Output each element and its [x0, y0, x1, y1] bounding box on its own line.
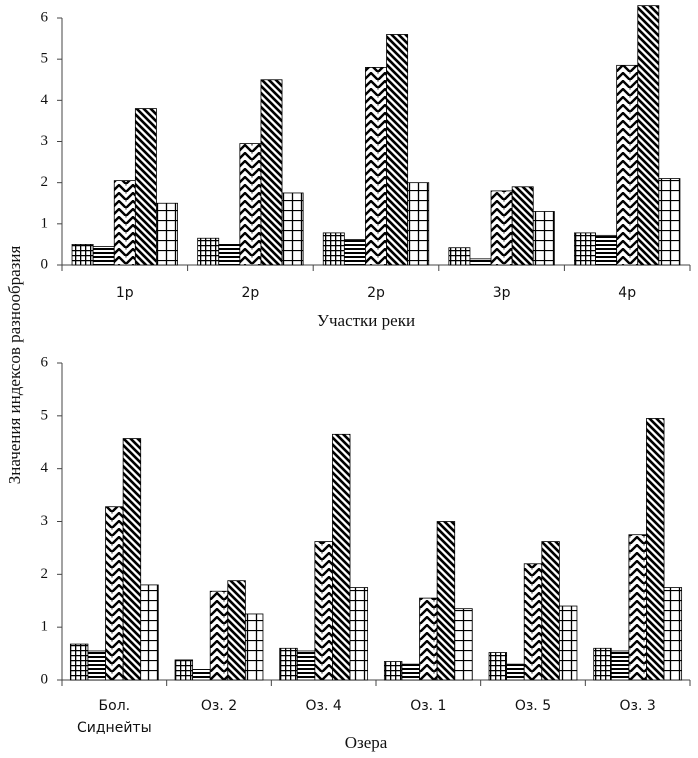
bar — [122, 438, 142, 681]
bar — [343, 239, 366, 266]
y-tick-label: 1 — [41, 619, 49, 635]
x-axis-title: Озера — [345, 733, 388, 752]
bar — [595, 234, 618, 266]
bar — [227, 580, 246, 681]
x-tick-label: 2р — [367, 285, 385, 301]
x-tick-label: Бол. Сиднейты — [77, 698, 152, 736]
bar — [365, 67, 387, 266]
bar — [523, 563, 543, 681]
bar — [541, 541, 560, 681]
bar — [558, 605, 578, 681]
bar — [349, 587, 369, 681]
bar — [314, 541, 333, 681]
bar — [105, 506, 124, 681]
bar — [279, 647, 298, 681]
bar — [239, 143, 262, 266]
y-tick-label: 6 — [41, 9, 49, 25]
bar — [281, 192, 304, 266]
bar — [448, 247, 471, 266]
bar — [506, 663, 525, 681]
bar — [401, 663, 420, 681]
bar — [490, 190, 513, 266]
y-tick-label: 2 — [41, 566, 49, 582]
y-tick-label: 6 — [41, 354, 49, 370]
bar — [628, 534, 647, 681]
bar — [69, 643, 89, 681]
bar — [386, 34, 409, 266]
bar — [156, 202, 178, 266]
bar — [574, 232, 596, 266]
bar — [209, 590, 229, 681]
bar — [174, 659, 194, 681]
bar — [218, 244, 241, 266]
bar — [260, 79, 283, 266]
x-axis-title: Участки реки — [317, 311, 415, 330]
y-tick-label: 5 — [41, 51, 49, 67]
x-tick-label: 4р — [618, 285, 637, 301]
y-tick-label: 1 — [41, 215, 49, 231]
x-tick-label: Оз. 2 — [200, 698, 238, 714]
x-tick-label: 1р — [115, 285, 134, 301]
x-tick-label: Оз. 5 — [514, 698, 552, 714]
bar — [134, 108, 157, 266]
bar — [140, 584, 159, 681]
y-tick-label: 0 — [41, 671, 49, 687]
x-tick-label: Оз. 1 — [410, 698, 447, 714]
bar — [87, 650, 106, 681]
bar — [92, 246, 115, 266]
bar — [197, 237, 220, 266]
bar — [383, 661, 403, 681]
bar — [296, 650, 316, 681]
x-tick-label: Оз. 3 — [619, 698, 656, 714]
bar — [646, 418, 665, 681]
bar — [192, 669, 211, 681]
bar — [419, 597, 438, 681]
bar — [511, 186, 534, 266]
y-tick-label: 4 — [41, 92, 49, 108]
y-tick-label: 5 — [41, 407, 49, 423]
bar — [113, 180, 136, 266]
y-tick-label: 3 — [41, 513, 49, 529]
bar — [663, 587, 683, 681]
bar — [244, 613, 264, 681]
x-tick-label: 2р — [241, 285, 260, 301]
x-tick-label: 3р — [492, 285, 511, 301]
bar — [610, 650, 630, 681]
bar — [71, 244, 94, 266]
bar — [616, 64, 639, 266]
y-tick-label: 4 — [41, 460, 49, 476]
y-tick-label: 2 — [41, 174, 49, 190]
bar — [454, 608, 473, 681]
bar — [637, 5, 660, 266]
y-tick-label: 0 — [41, 256, 49, 272]
x-tick-label: Оз. 4 — [305, 698, 342, 714]
bar — [322, 232, 345, 266]
bar — [532, 211, 555, 266]
y-axis-title: Значения индексов разнообразия — [5, 246, 24, 485]
bar — [332, 433, 351, 681]
bar — [593, 647, 612, 681]
bar — [488, 652, 508, 681]
bar — [658, 178, 681, 266]
y-tick-label: 3 — [41, 133, 49, 149]
bar — [407, 182, 430, 266]
bar — [436, 521, 456, 681]
bar — [469, 258, 492, 266]
